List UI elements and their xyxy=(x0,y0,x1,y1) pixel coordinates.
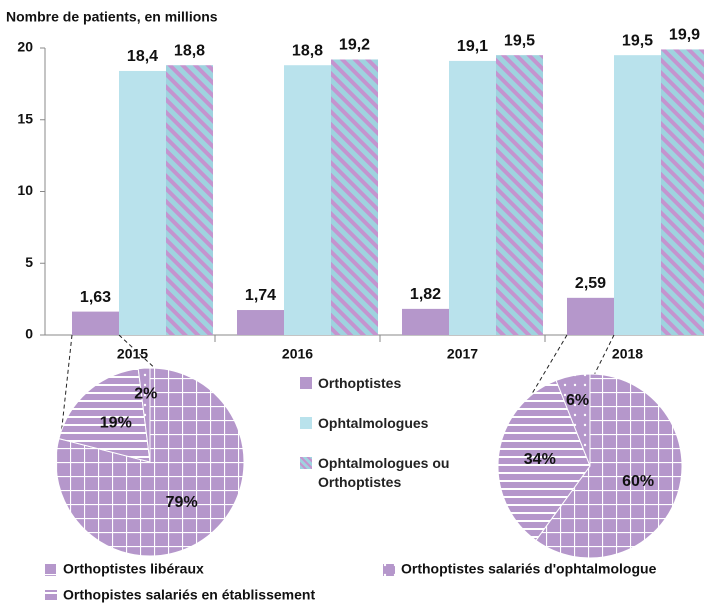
pie-label: 2% xyxy=(134,386,157,403)
bar xyxy=(402,308,449,335)
y-tick-label: 15 xyxy=(17,110,33,126)
bar xyxy=(449,60,496,335)
legend-label: Orthoptistes libéraux xyxy=(63,561,204,577)
pie-slice xyxy=(497,379,591,542)
connector xyxy=(118,334,156,369)
legend-swatch xyxy=(300,417,312,429)
data-label: 19,1 xyxy=(457,38,488,55)
data-label: 19,5 xyxy=(622,32,653,49)
pie-slice xyxy=(137,367,151,463)
connector xyxy=(60,334,73,439)
legend-swatch xyxy=(300,377,312,389)
data-label: 18,8 xyxy=(174,42,205,59)
bar xyxy=(72,311,119,335)
bar xyxy=(567,297,614,335)
data-label: 18,4 xyxy=(127,48,158,65)
bar xyxy=(237,310,284,335)
pie-label: 6% xyxy=(566,392,589,409)
data-label: 19,9 xyxy=(669,27,700,44)
data-label: 18,8 xyxy=(292,42,323,59)
data-label: 19,2 xyxy=(339,37,370,54)
data-label: 1,63 xyxy=(80,289,111,306)
legend-item: Ophtalmologues xyxy=(300,414,468,433)
x-tick-label: 2017 xyxy=(447,346,478,362)
legend-label: Orthopistes salariés en établissement xyxy=(63,587,315,603)
bar xyxy=(496,55,543,336)
pie-label: 79% xyxy=(166,494,198,511)
x-tick-label: 2015 xyxy=(117,346,148,362)
bar xyxy=(119,70,166,336)
legend-label: Ophtalmologues xyxy=(318,415,429,431)
bar xyxy=(166,65,213,335)
y-tick-label: 0 xyxy=(25,326,33,342)
legend-swatch xyxy=(45,590,57,602)
connector xyxy=(594,334,615,375)
y-tick-label: 10 xyxy=(17,182,33,198)
legend-label: Orthoptistes salariés d'ophtalmologue xyxy=(401,561,657,577)
bar xyxy=(331,59,378,335)
bar xyxy=(614,55,661,336)
pie-slice xyxy=(55,367,245,557)
legend-item: Orthoptistes xyxy=(300,374,468,393)
pie-slice xyxy=(58,368,151,463)
data-label: 1,82 xyxy=(410,286,441,303)
pie-label: 19% xyxy=(100,414,132,431)
data-label: 19,5 xyxy=(504,32,535,49)
y-tick-label: 5 xyxy=(25,254,33,270)
x-tick-label: 2016 xyxy=(282,346,313,362)
pie-slice xyxy=(555,373,591,467)
bar xyxy=(661,49,704,336)
data-label: 1,74 xyxy=(245,287,276,304)
y-axis-title: Nombre de patients, en millions xyxy=(6,9,218,25)
legend-item: Ophtalmologues ou Orthoptistes xyxy=(300,454,468,492)
legend-swatch xyxy=(300,457,312,469)
y-tick-label: 20 xyxy=(17,39,33,55)
x-tick-label: 2018 xyxy=(612,346,643,362)
legend-swatch xyxy=(45,564,57,576)
pie-label: 60% xyxy=(622,473,654,490)
bar xyxy=(284,65,331,335)
pie-label: 34% xyxy=(524,451,556,468)
legend-swatch xyxy=(383,564,395,576)
pie-slice xyxy=(535,373,683,559)
legend-label: Ophtalmologues ou Orthoptistes xyxy=(318,455,450,490)
data-label: 2,59 xyxy=(575,275,606,292)
legend-label: Orthoptistes xyxy=(318,375,402,391)
